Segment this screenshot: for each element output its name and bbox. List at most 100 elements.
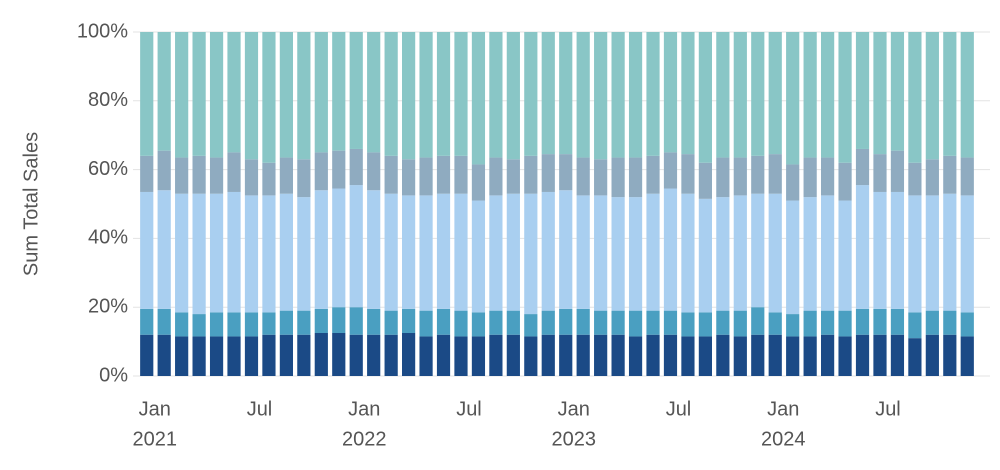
bar-segment — [279, 310, 293, 335]
bar-segment — [192, 32, 206, 156]
bar-segment — [681, 154, 695, 194]
bar-segment — [663, 310, 678, 335]
bar-segment — [943, 310, 957, 335]
bar-segment — [681, 336, 695, 376]
bar-segment — [559, 190, 573, 309]
bar-segment — [751, 193, 765, 308]
bar-segment — [297, 334, 311, 376]
bar-segment — [733, 310, 747, 337]
bar-segment — [925, 159, 939, 196]
bar-segment — [297, 32, 311, 160]
bar-segment — [192, 155, 206, 194]
bar-segment — [175, 157, 189, 194]
bar-segment — [628, 157, 643, 198]
bar-segment — [524, 32, 538, 156]
bar-segment — [611, 310, 625, 335]
bar-segment — [244, 32, 259, 160]
bar-segment — [244, 195, 259, 313]
bar-segment — [576, 157, 590, 196]
bar-segment — [960, 336, 974, 376]
bar-segment — [402, 195, 416, 309]
bar-segment — [960, 157, 974, 196]
bar-segment — [314, 190, 328, 309]
bar-segment — [716, 197, 730, 311]
bar-segment — [471, 312, 486, 337]
bar-segment — [681, 312, 695, 337]
bar-segment — [768, 32, 782, 155]
bar-segment — [419, 32, 433, 158]
bar-segment — [402, 159, 416, 196]
bar-segment — [611, 197, 625, 311]
bar-segment — [943, 334, 957, 376]
bar-segment — [454, 310, 468, 337]
bar-segment — [559, 32, 573, 155]
bar-segment — [157, 334, 171, 376]
bar-segment — [594, 195, 608, 311]
bar-segment — [175, 32, 189, 158]
bar-segment — [332, 150, 346, 189]
x-tick-label: Jul — [666, 398, 692, 420]
x-tick-label: 2024 — [761, 428, 806, 450]
bar-segment — [209, 312, 224, 337]
bar-segment — [890, 334, 905, 376]
bar-segment — [733, 157, 747, 196]
bar-segment — [279, 334, 293, 376]
bar-segment — [559, 334, 573, 376]
bar-segment — [157, 150, 171, 191]
x-tick-label: 2021 — [132, 428, 177, 450]
bar-segment — [419, 195, 433, 311]
bar-segment — [663, 334, 678, 376]
bar-segment — [838, 32, 852, 163]
bar-segment — [175, 336, 189, 376]
bar-segment — [157, 32, 171, 151]
bar-segment — [384, 310, 398, 335]
bar-segment — [786, 32, 800, 165]
bar-segment — [227, 191, 241, 313]
bar-segment — [314, 152, 328, 191]
bar-segment — [436, 334, 451, 376]
bar-segment — [402, 32, 416, 160]
bar-segment — [192, 314, 206, 337]
bar-segment — [349, 307, 363, 335]
bar-segment — [524, 155, 538, 194]
bar-segment — [192, 336, 206, 376]
y-tick-label: 40% — [88, 227, 128, 249]
x-tick-label: 2023 — [551, 428, 596, 450]
x-tick-label: 2022 — [342, 428, 387, 450]
bar-segment — [611, 157, 625, 198]
bar-segment — [786, 314, 800, 337]
bar-segment — [436, 308, 451, 335]
bar-segment — [768, 193, 782, 313]
bar-segment — [838, 200, 852, 311]
bar-segment — [855, 334, 870, 376]
y-tick-label: 100% — [77, 20, 128, 42]
bar-segment — [402, 333, 416, 376]
bar-segment — [262, 162, 276, 196]
bar-segment — [716, 310, 730, 335]
bar-segment — [594, 310, 608, 335]
bar-segment — [541, 191, 555, 311]
bar-segment — [402, 308, 416, 333]
bar-segment — [244, 159, 259, 196]
bar-segment — [506, 32, 520, 160]
bar-segment — [646, 32, 660, 156]
bar-segment — [943, 193, 957, 311]
bar-segment — [786, 164, 800, 201]
bar-segment — [751, 334, 765, 376]
bar-segment — [471, 32, 486, 165]
bar-segment — [576, 195, 590, 309]
bar-segment — [227, 152, 241, 192]
y-tick-label: 80% — [88, 89, 128, 111]
bar-segment — [209, 336, 224, 376]
bar-segment — [716, 334, 730, 376]
bar-segment — [594, 334, 608, 376]
bar-segment — [541, 32, 555, 155]
bar-segment — [960, 32, 974, 158]
y-tick-label: 20% — [88, 295, 128, 317]
bar-segment — [838, 336, 852, 376]
bar-segment — [384, 155, 398, 194]
bar-segment — [873, 308, 887, 335]
bar-segment — [611, 334, 625, 376]
bar-segment — [506, 159, 520, 194]
bar-segment — [559, 154, 573, 191]
